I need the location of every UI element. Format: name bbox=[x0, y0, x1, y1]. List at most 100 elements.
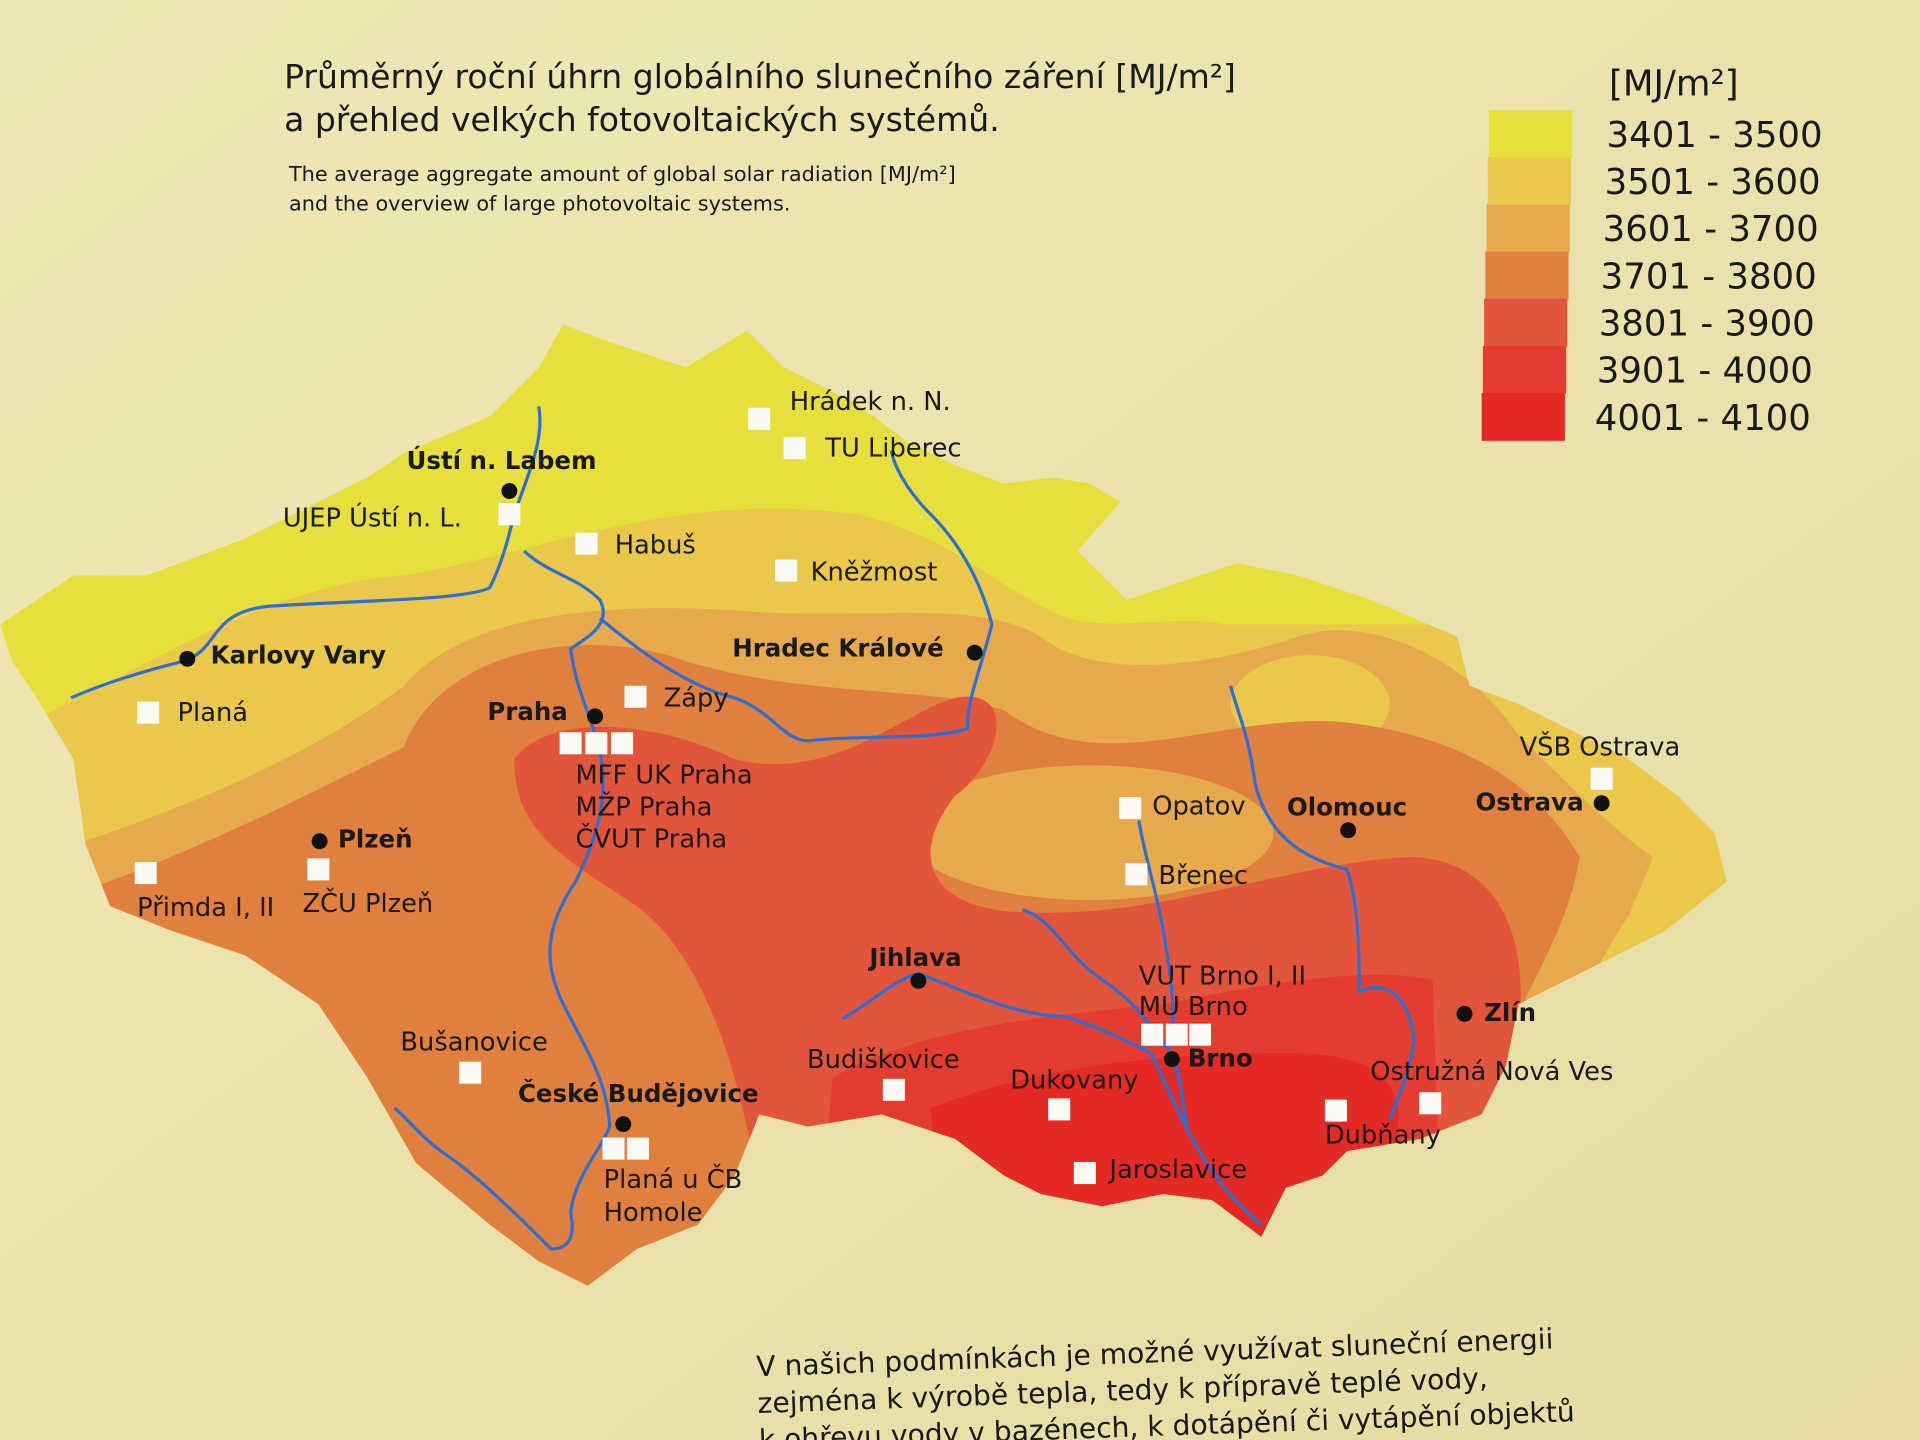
river bbox=[1021, 908, 1190, 1133]
legend-swatch bbox=[1486, 204, 1570, 253]
pv-marker bbox=[624, 685, 647, 708]
pv-marker bbox=[1048, 1098, 1071, 1121]
legend-unit: [MJ/m²] bbox=[1609, 64, 1739, 105]
pv-marker bbox=[498, 503, 521, 526]
pv-label: Zápy bbox=[664, 684, 729, 714]
river bbox=[1137, 820, 1175, 1035]
city-label: Praha bbox=[487, 697, 567, 726]
pv-marker bbox=[1590, 767, 1613, 790]
subtitle-line: The average aggregate amount of global s… bbox=[288, 162, 956, 186]
pv-marker bbox=[307, 858, 330, 881]
city-dot bbox=[966, 644, 983, 661]
city-dot bbox=[1163, 1051, 1180, 1068]
legend-label: 3901 - 4000 bbox=[1597, 351, 1813, 392]
pv-label: Přimda I, II bbox=[137, 893, 274, 923]
city-label: Plzeň bbox=[338, 824, 413, 853]
pv-label: Jaroslavice bbox=[1107, 1155, 1247, 1185]
pv-label: Habuš bbox=[615, 530, 696, 560]
legend-swatch bbox=[1485, 251, 1569, 300]
city-label: Ostrava bbox=[1476, 788, 1584, 817]
pv-marker bbox=[1119, 797, 1142, 820]
river bbox=[1229, 685, 1416, 1121]
pv-marker bbox=[611, 732, 634, 755]
legend-swatch bbox=[1484, 298, 1568, 347]
pv-marker bbox=[775, 559, 798, 582]
pv-marker bbox=[1419, 1092, 1442, 1115]
pv-label: MFF UK Praha bbox=[576, 761, 753, 791]
city-label: Hradec Králové bbox=[732, 633, 943, 662]
pv-label: ZČU Plzeň bbox=[302, 886, 433, 919]
zone bbox=[906, 765, 1274, 900]
pv-marker bbox=[459, 1061, 482, 1084]
legend-swatch bbox=[1482, 345, 1567, 394]
city-dot bbox=[910, 972, 927, 989]
city-dot bbox=[1340, 822, 1357, 839]
pv-marker bbox=[783, 437, 806, 460]
river bbox=[393, 549, 612, 1251]
pv-label: Planá u ČB bbox=[604, 1162, 743, 1195]
city-label: České Budějovice bbox=[518, 1078, 759, 1108]
pv-marker bbox=[575, 532, 598, 555]
title-line: Průměrný roční úhrn globálního slunečníh… bbox=[284, 57, 1236, 96]
city-dot bbox=[179, 650, 196, 667]
pv-marker bbox=[602, 1137, 625, 1160]
title-block: Průměrný roční úhrn globálního slunečníh… bbox=[284, 57, 1236, 215]
legend: [MJ/m²] 3401 - 3500 3501 - 3600 3601 - 370… bbox=[1481, 64, 1823, 441]
pv-marker bbox=[626, 1137, 649, 1160]
pv-label: Planá bbox=[178, 698, 248, 728]
city-dot bbox=[615, 1116, 632, 1133]
pv-label: UJEP Ústí n. L. bbox=[283, 502, 462, 534]
city-label: Jihlava bbox=[867, 943, 961, 972]
pv-label: TU Liberec bbox=[824, 434, 961, 464]
city-dot bbox=[1593, 795, 1610, 812]
city-dot bbox=[501, 483, 518, 499]
pv-marker bbox=[748, 407, 771, 430]
pv-marker bbox=[1188, 1023, 1212, 1046]
pv-label: Ostružná Nová Ves bbox=[1370, 1057, 1613, 1087]
pv-label: Dubňany bbox=[1325, 1121, 1441, 1151]
legend-swatch bbox=[1487, 157, 1572, 206]
legend-label: 3501 - 3600 bbox=[1605, 162, 1821, 203]
pv-marker bbox=[137, 701, 160, 724]
legend-label: 3701 - 3800 bbox=[1601, 256, 1817, 297]
pv-label: Homole bbox=[604, 1198, 703, 1228]
city-dot bbox=[587, 708, 604, 725]
pv-label: MU Brno bbox=[1139, 992, 1248, 1022]
pv-label: ČVUT Praha bbox=[576, 821, 728, 854]
pv-marker bbox=[559, 732, 582, 755]
city-label: Zlín bbox=[1484, 998, 1536, 1027]
city-dot bbox=[311, 833, 328, 850]
pv-label: VŠB Ostrava bbox=[1520, 730, 1681, 763]
legend-label: 3401 - 3500 bbox=[1607, 115, 1823, 156]
pv-label: Opatov bbox=[1152, 791, 1245, 821]
pv-marker bbox=[1165, 1023, 1188, 1046]
pv-label: Bušanovice bbox=[400, 1028, 547, 1058]
places: Ústí n. Labem Karlovy Vary Praha Hradec Krá… bbox=[134, 387, 1681, 1228]
city-dot bbox=[1456, 1005, 1473, 1022]
city-label: Ústí n. Labem bbox=[407, 445, 597, 475]
pv-label: Budiškovice bbox=[807, 1045, 960, 1075]
pv-marker bbox=[1073, 1162, 1096, 1185]
pv-label: Dukovany bbox=[1010, 1066, 1138, 1096]
pv-marker bbox=[1324, 1099, 1347, 1122]
pv-label: MŽP Praha bbox=[576, 791, 713, 823]
legend-label: 4001 - 4100 bbox=[1595, 398, 1811, 439]
pv-marker bbox=[585, 732, 608, 755]
pv-label: VUT Brno I, II bbox=[1139, 961, 1306, 991]
title-line: a přehled velkých fotovoltaických systém… bbox=[284, 100, 1000, 139]
pv-label: Břenec bbox=[1158, 861, 1248, 891]
city-label: Brno bbox=[1188, 1044, 1253, 1073]
legend-label: 3801 - 3900 bbox=[1599, 304, 1815, 345]
rivers bbox=[70, 406, 1416, 1251]
river bbox=[598, 450, 994, 743]
legend-label: 3601 - 3700 bbox=[1603, 209, 1819, 250]
legend-swatch bbox=[1481, 393, 1565, 441]
pv-label: Hrádek n. N. bbox=[790, 387, 951, 417]
pv-marker bbox=[1141, 1023, 1164, 1046]
subtitle-line: and the overview of large photovoltaic s… bbox=[289, 192, 790, 216]
city-label: Karlovy Vary bbox=[211, 641, 386, 670]
city-label: Olomouc bbox=[1287, 793, 1407, 822]
pv-marker bbox=[1125, 863, 1148, 886]
legend-swatch bbox=[1488, 110, 1573, 158]
